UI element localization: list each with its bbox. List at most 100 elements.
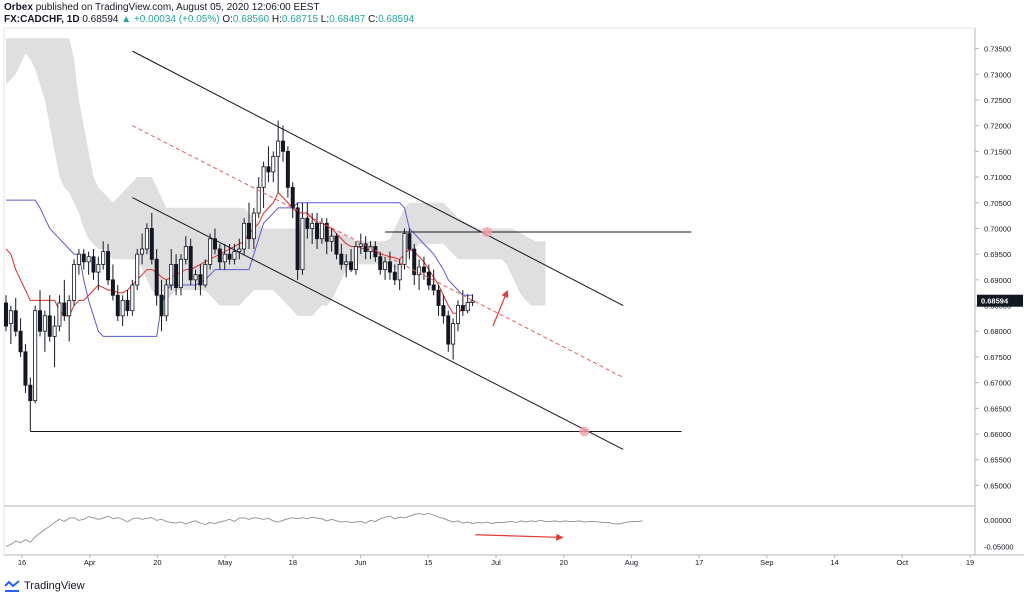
oscillator-arrow xyxy=(475,533,564,541)
candle xyxy=(421,256,426,280)
candle xyxy=(91,249,96,280)
candle-body xyxy=(451,323,456,345)
candle-body xyxy=(96,264,101,273)
change-value: ▲ +0.00034 (+0.05%) xyxy=(121,14,220,25)
candle-body xyxy=(290,186,295,209)
low-value: 0.68487 xyxy=(329,14,366,25)
tradingview-footer[interactable]: TradingView xyxy=(4,580,85,592)
candle xyxy=(392,264,397,285)
candle xyxy=(198,264,203,296)
candle-body xyxy=(130,284,135,312)
candle xyxy=(18,318,23,357)
candle xyxy=(110,264,115,301)
candle xyxy=(344,254,349,278)
low-label: L: xyxy=(320,14,330,25)
oscillator-tick-label: -0.05000 xyxy=(984,542,1014,551)
candle xyxy=(256,177,261,219)
publish-header: Orbex published on TradingView.com, Augu… xyxy=(4,2,320,14)
candle xyxy=(276,120,281,193)
symbol-label[interactable]: FX:CADCHF, 1D xyxy=(4,14,80,25)
candle xyxy=(183,236,188,265)
open-label: O: xyxy=(222,14,233,25)
oscillator-line xyxy=(5,512,643,547)
candle xyxy=(130,279,135,316)
candle-body xyxy=(198,274,203,286)
time-tick-label: 15 xyxy=(424,558,432,567)
candle-body xyxy=(363,243,368,252)
price-tick-label: 0.72500 xyxy=(984,96,1011,105)
candle-body xyxy=(392,271,397,281)
candle-body xyxy=(149,228,154,260)
candle-body xyxy=(106,251,111,281)
candle-body xyxy=(72,264,77,301)
candle xyxy=(13,297,18,337)
high-label: H: xyxy=(271,14,282,25)
close-label: C: xyxy=(368,14,379,25)
candle xyxy=(242,218,247,255)
candle-body xyxy=(86,256,91,263)
candle xyxy=(460,290,465,316)
candle xyxy=(353,241,358,275)
candle xyxy=(222,243,227,270)
price-tick-label: 0.73500 xyxy=(984,45,1011,54)
candle-body xyxy=(110,279,115,296)
candle xyxy=(140,233,145,265)
candle xyxy=(281,125,286,162)
candle xyxy=(451,318,456,360)
candle xyxy=(441,295,446,324)
price-tick-label: 0.69000 xyxy=(984,276,1011,285)
candle xyxy=(57,295,62,332)
price-tick-label: 0.71000 xyxy=(984,173,1011,182)
candle xyxy=(383,256,388,280)
ohlc-legend: FX:CADCHF, 1D 0.68594 ▲ +0.00034 (+0.05%… xyxy=(4,14,414,26)
candle xyxy=(101,241,106,270)
candle xyxy=(455,300,460,332)
candle-body xyxy=(251,212,256,240)
candle-body xyxy=(383,261,388,270)
candle-body xyxy=(329,235,334,242)
candle-body xyxy=(42,315,47,332)
candle xyxy=(271,151,276,183)
price-tick-label: 0.71500 xyxy=(984,147,1011,156)
candle xyxy=(324,218,329,255)
time-tick-label: May xyxy=(218,558,232,567)
candle-body xyxy=(402,233,407,265)
price-tick-label: 0.65500 xyxy=(984,456,1011,465)
candle xyxy=(42,310,47,352)
candle xyxy=(305,202,310,239)
time-tick-label: Aug xyxy=(625,558,638,567)
candle-body xyxy=(222,253,227,263)
candle-body xyxy=(266,166,271,173)
price-tick-label: 0.66000 xyxy=(984,430,1011,439)
candle-body xyxy=(125,300,130,312)
candle-body xyxy=(334,235,339,255)
candle xyxy=(237,238,242,260)
candle xyxy=(465,294,470,314)
candle-body xyxy=(140,248,145,255)
candle-body xyxy=(81,253,86,263)
candle-body xyxy=(285,150,290,188)
candle-body xyxy=(339,253,344,265)
candle-body xyxy=(387,261,392,273)
author-name[interactable]: Orbex xyxy=(4,2,33,13)
price-tick-label: 0.68000 xyxy=(984,327,1011,336)
candle xyxy=(203,259,208,288)
tradingview-brand: TradingView xyxy=(24,580,85,592)
base-line xyxy=(6,199,473,337)
candle-body xyxy=(373,246,378,258)
tradingview-logo-icon xyxy=(4,580,20,592)
candle xyxy=(261,161,266,208)
candle xyxy=(52,315,57,368)
candle xyxy=(436,284,441,316)
candle xyxy=(407,228,412,260)
candle xyxy=(62,279,67,321)
candle-body xyxy=(237,248,242,252)
candle-body xyxy=(305,217,310,229)
candle-body xyxy=(57,302,62,327)
candle-body xyxy=(242,222,247,250)
candle xyxy=(246,202,251,250)
candle-body xyxy=(232,251,237,260)
candle-body xyxy=(261,166,266,188)
candle-body xyxy=(169,264,174,286)
